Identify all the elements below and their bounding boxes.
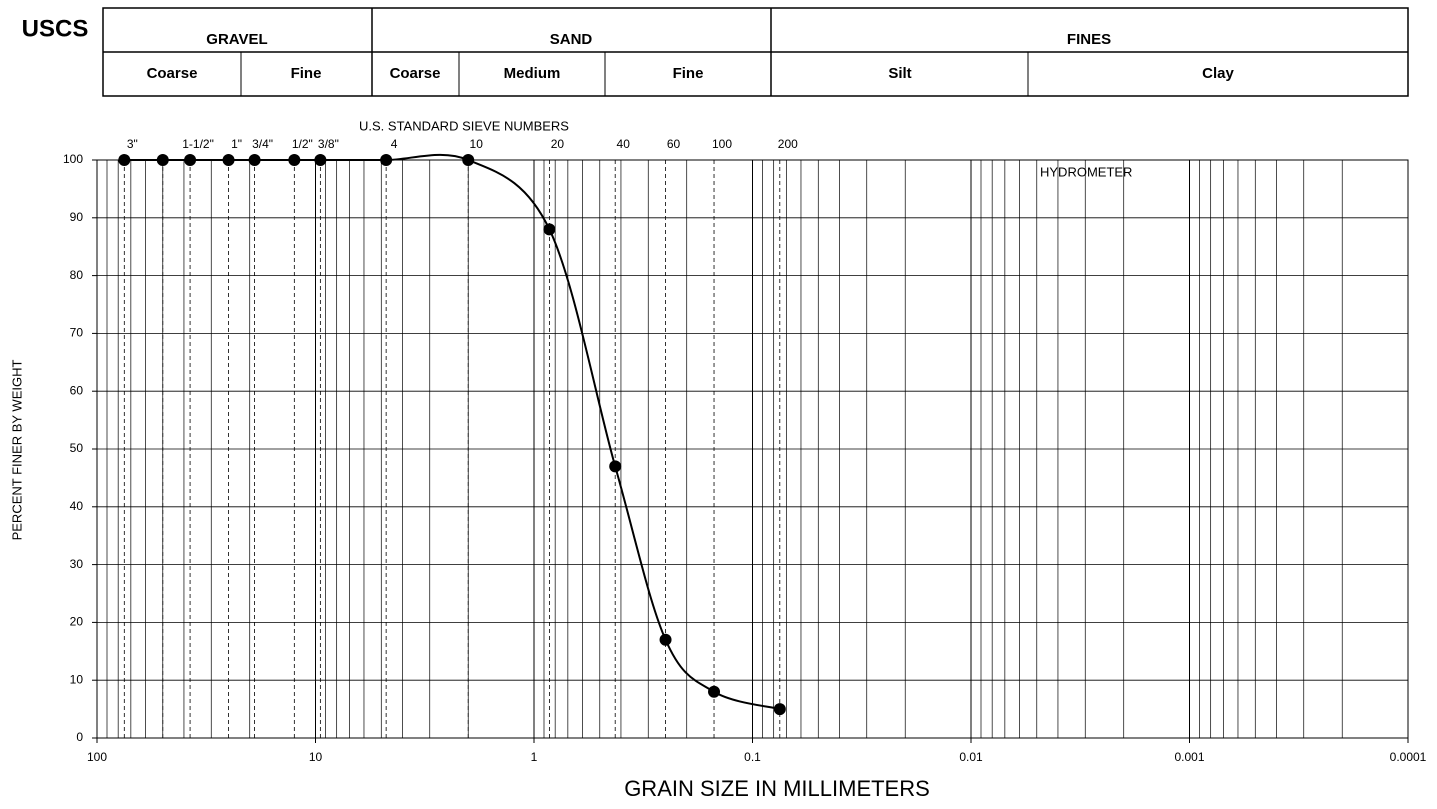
x-tick-label: 0.0001 <box>1390 750 1427 764</box>
data-point <box>184 154 197 166</box>
x-tick-label: 0.1 <box>744 750 761 764</box>
sieve-label: 1-1/2" <box>182 137 214 151</box>
sieve-label: 1/2" <box>292 137 313 151</box>
data-point <box>708 685 721 698</box>
x-tick-label: 0.001 <box>1174 750 1204 764</box>
group-label: FINES <box>1067 31 1111 48</box>
subgroup-label: Fine <box>291 65 322 82</box>
data-point <box>773 703 786 716</box>
data-point <box>462 154 475 166</box>
data-point <box>288 154 301 166</box>
data-point <box>609 460 622 473</box>
y-tick-label: 90 <box>70 210 84 224</box>
subgroup-label: Medium <box>504 65 561 82</box>
y-tick-label: 60 <box>70 383 84 397</box>
sieve-label: 60 <box>667 137 681 151</box>
group-label: GRAVEL <box>206 31 267 48</box>
y-tick-label: 40 <box>70 499 84 513</box>
sieve-label: 10 <box>470 137 484 151</box>
subgroup-label: Coarse <box>390 65 441 82</box>
y-tick-label: 50 <box>70 441 84 455</box>
data-point <box>118 154 131 166</box>
uscs-header: USCS GRAVEL SAND FINES Coarse Fine Coars… <box>22 7 1409 97</box>
sieve-label: 1" <box>231 137 242 151</box>
x-axis-label: GRAIN SIZE IN MILLIMETERS <box>624 776 930 801</box>
y-tick-label: 80 <box>70 268 84 282</box>
sieve-label: 3" <box>127 137 138 151</box>
data-point <box>543 223 556 236</box>
sieve-label: 3/8" <box>318 137 339 151</box>
y-tick-label: 30 <box>70 557 84 571</box>
y-tick-label: 70 <box>70 326 84 340</box>
uscs-label: USCS <box>22 15 89 42</box>
plot-frame <box>96 159 1409 739</box>
subgroup-label: Fine <box>673 65 704 82</box>
sieve-label: 20 <box>551 137 565 151</box>
gradation-curve <box>124 153 781 711</box>
x-tick-label: 100 <box>87 750 107 764</box>
y-tick-label: 0 <box>76 730 83 744</box>
sieve-label: 40 <box>617 137 631 151</box>
sieve-label: 100 <box>712 137 732 151</box>
sieve-title: U.S. STANDARD SIEVE NUMBERS <box>359 118 569 133</box>
x-tick-label: 1 <box>531 750 538 764</box>
data-point <box>659 633 672 646</box>
annotation: HYDROMETER <box>1040 164 1132 179</box>
x-tick-label: 10 <box>309 750 323 764</box>
y-tick-label: 100 <box>63 152 83 166</box>
data-point <box>314 154 327 166</box>
data-point <box>380 154 393 166</box>
sieve-label: 4 <box>391 137 398 151</box>
y-axis-label: PERCENT FINER BY WEIGHT <box>9 360 24 541</box>
subgroup-label: Clay <box>1202 65 1234 82</box>
sieve-label: 200 <box>778 137 798 151</box>
y-tick-label: 10 <box>70 672 84 686</box>
x-tick-label: 0.01 <box>959 750 983 764</box>
data-point <box>156 154 169 166</box>
sieve-label: 3/4" <box>252 137 273 151</box>
data-point <box>248 154 261 166</box>
y-tick-label: 20 <box>70 615 84 629</box>
group-label: SAND <box>550 31 593 48</box>
data-point <box>222 154 235 166</box>
subgroup-label: Silt <box>888 65 911 82</box>
subgroup-label: Coarse <box>147 65 198 82</box>
